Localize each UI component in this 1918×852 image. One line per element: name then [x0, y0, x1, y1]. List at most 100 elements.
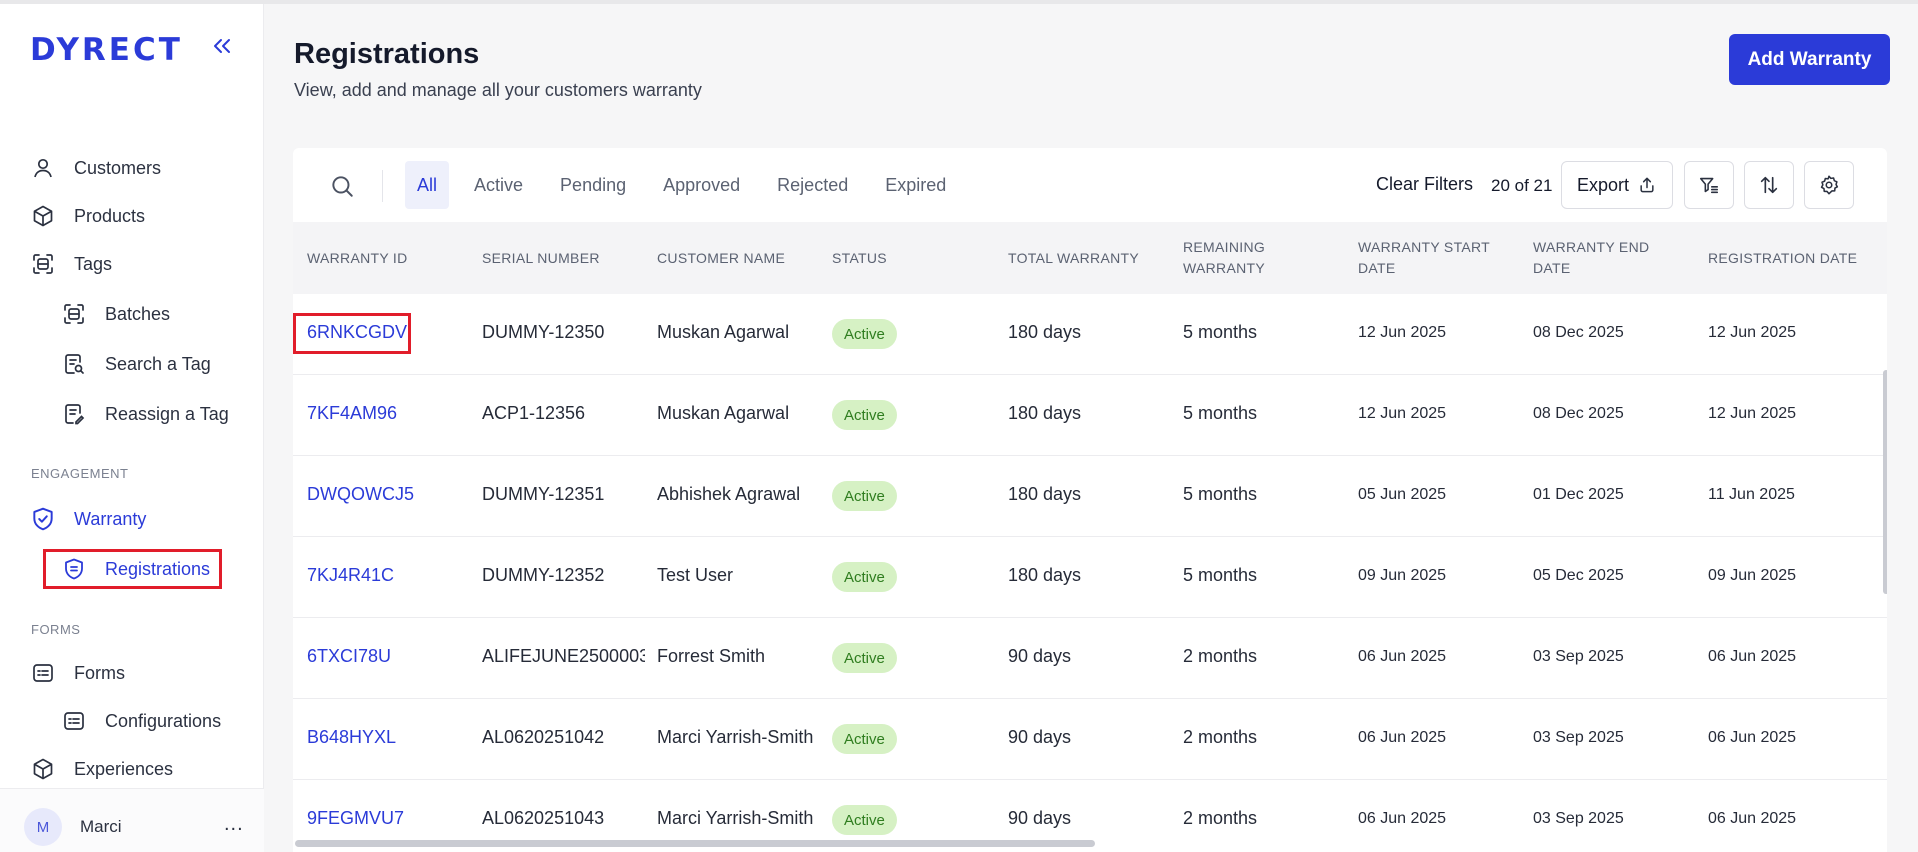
column-header-status[interactable]: STATUS — [832, 250, 887, 266]
sidebar-item-experiences[interactable]: Experiences — [30, 751, 173, 787]
sidebar: DYRECT Customers Products Tags Batches S… — [0, 4, 264, 852]
warranty-end-date: 08 Dec 2025 — [1533, 405, 1624, 422]
status-badge: Active — [832, 805, 897, 835]
highlight-box-registrations — [43, 549, 222, 589]
user-profile[interactable]: M Marci ... — [0, 788, 264, 852]
sidebar-item-label: Reassign a Tag — [105, 403, 229, 424]
sidebar-item-configurations[interactable]: Configurations — [61, 703, 221, 739]
table-row[interactable]: B648HYXL AL0620251042 Marci Yarrish-Smit… — [293, 699, 1887, 780]
highlight-box-warranty-id — [293, 313, 411, 354]
tab-expired[interactable]: Expired — [885, 174, 947, 195]
table-row[interactable]: 9FEGMVU7 AL0620251043 Marci Yarrish-Smit… — [293, 780, 1887, 852]
warranty-end-date: 03 Sep 2025 — [1533, 729, 1624, 746]
warranty-id-link[interactable]: 6RNKCGDV — [307, 322, 408, 342]
sidebar-item-products[interactable]: Products — [30, 198, 145, 234]
table-row[interactable]: 6TXCI78U ALIFEJUNE2500003 Forrest Smith … — [293, 618, 1887, 699]
serial-number: ALIFEJUNE2500003 — [482, 646, 645, 666]
remaining-warranty: 5 months — [1183, 403, 1258, 423]
column-header-warranty-end-date[interactable]: WARRANTY END DATE — [1533, 237, 1649, 279]
header-line: WARRANTY START — [1358, 239, 1491, 255]
total-warranty: 90 days — [1008, 808, 1072, 828]
sidebar-item-registrations[interactable]: Registrations — [61, 551, 210, 587]
serial-number: AL0620251043 — [482, 808, 605, 828]
vertical-scrollbar[interactable] — [1883, 370, 1887, 594]
more-options-icon[interactable]: ... — [224, 813, 244, 835]
header-line: DATE — [1358, 260, 1396, 276]
header-line: DATE — [1533, 260, 1571, 276]
export-button[interactable]: Export — [1561, 161, 1673, 209]
horizontal-scrollbar[interactable] — [295, 840, 1095, 847]
registration-date: 12 Jun 2025 — [1708, 405, 1797, 422]
table-row[interactable]: 7KF4AM96 ACP1-12356 Muskan Agarwal Activ… — [293, 375, 1887, 456]
column-header-remaining-warranty[interactable]: REMAINING WARRANTY — [1183, 237, 1265, 279]
filter-button[interactable] — [1684, 161, 1734, 209]
sidebar-item-reassign-a-tag[interactable]: Reassign a Tag — [61, 396, 229, 432]
header-line: WARRANTY — [1183, 260, 1265, 276]
registration-date: 06 Jun 2025 — [1708, 648, 1797, 665]
collapse-sidebar-icon[interactable] — [210, 34, 234, 58]
table-row[interactable]: 6RNKCGDV DUMMY-12350 Muskan Agarwal Acti… — [293, 294, 1887, 375]
warranty-id-link[interactable]: DWQOWCJ5 — [307, 484, 414, 504]
export-label: Export — [1576, 174, 1630, 195]
warranty-end-date: 05 Dec 2025 — [1533, 567, 1624, 584]
sidebar-item-label: Tags — [74, 253, 113, 274]
tab-approved[interactable]: Approved — [663, 174, 741, 195]
customer-name: Marci Yarrish-Smith — [657, 808, 814, 828]
column-header-serial-number[interactable]: SERIAL NUMBER — [482, 250, 600, 266]
registration-date: 12 Jun 2025 — [1708, 324, 1797, 341]
add-warranty-button[interactable]: Add Warranty — [1729, 34, 1890, 85]
warranty-id-link[interactable]: 7KF4AM96 — [307, 403, 398, 423]
warranty-id-link[interactable]: 9FEGMVU7 — [307, 808, 405, 828]
column-header-warranty-id[interactable]: WARRANTY ID — [307, 250, 408, 266]
sidebar-item-label: Registrations — [105, 558, 211, 579]
warranty-id-link[interactable]: 6TXCI78U — [307, 646, 392, 666]
tab-all[interactable]: All — [405, 161, 450, 209]
filter-icon — [1699, 177, 1719, 194]
serial-number: DUMMY-12351 — [482, 484, 605, 504]
warranty-end-date: 08 Dec 2025 — [1533, 324, 1624, 341]
sidebar-item-tags[interactable]: Tags — [30, 246, 112, 282]
sidebar-item-customers[interactable]: Customers — [30, 150, 161, 186]
customer-name: Marci Yarrish-Smith — [657, 727, 814, 747]
header-line: WARRANTY END — [1533, 239, 1650, 255]
brand-logo[interactable]: DYRECT — [30, 32, 183, 68]
tab-pending[interactable]: Pending — [560, 174, 627, 195]
registration-date: 06 Jun 2025 — [1708, 729, 1797, 746]
warranty-id-link[interactable]: 7KJ4R41C — [307, 565, 395, 585]
top-border — [0, 0, 1918, 4]
tab-rejected[interactable]: Rejected — [777, 174, 849, 195]
sidebar-item-batches[interactable]: Batches — [61, 296, 170, 332]
warranty-id-link[interactable]: B648HYXL — [307, 727, 397, 747]
toolbar-divider — [382, 170, 383, 202]
tab-active[interactable]: Active — [474, 174, 524, 195]
search-icon[interactable] — [329, 173, 355, 199]
registration-date: 09 Jun 2025 — [1708, 567, 1797, 584]
remaining-warranty: 2 months — [1183, 646, 1258, 666]
search-doc-icon — [61, 351, 87, 377]
settings-button[interactable] — [1804, 161, 1854, 209]
table-row[interactable]: 7KJ4R41C DUMMY-12352 Test User Active 18… — [293, 537, 1887, 618]
shield-icon — [30, 506, 56, 532]
clear-filters-button[interactable]: Clear Filters — [1376, 174, 1474, 194]
sidebar-item-forms[interactable]: Forms — [30, 655, 125, 691]
sort-button[interactable] — [1744, 161, 1794, 209]
table-row[interactable]: DWQOWCJ5 DUMMY-12351 Abhishek Agrawal Ac… — [293, 456, 1887, 537]
serial-number: ACP1-12356 — [482, 403, 586, 423]
warranty-end-date: 03 Sep 2025 — [1533, 810, 1624, 827]
form-icon — [61, 708, 87, 734]
sidebar-item-search-a-tag[interactable]: Search a Tag — [61, 346, 211, 382]
sidebar-item-warranty[interactable]: Warranty — [30, 501, 146, 537]
registration-date: 06 Jun 2025 — [1708, 810, 1797, 827]
column-header-customer-name[interactable]: CUSTOMER NAME — [657, 250, 786, 266]
column-header-registration-date[interactable]: REGISTRATION DATE — [1708, 250, 1858, 266]
sidebar-item-label: Experiences — [74, 758, 174, 779]
total-warranty: 90 days — [1008, 646, 1072, 666]
total-warranty: 180 days — [1008, 403, 1082, 423]
registration-date: 11 Jun 2025 — [1708, 486, 1795, 503]
warranty-start-date: 12 Jun 2025 — [1358, 324, 1447, 341]
gear-icon — [1820, 175, 1839, 195]
upload-icon — [1640, 177, 1654, 193]
column-header-warranty-start-date[interactable]: WARRANTY START DATE — [1358, 237, 1490, 279]
sort-icon — [1760, 176, 1778, 194]
column-header-total-warranty[interactable]: TOTAL WARRANTY — [1008, 250, 1139, 266]
